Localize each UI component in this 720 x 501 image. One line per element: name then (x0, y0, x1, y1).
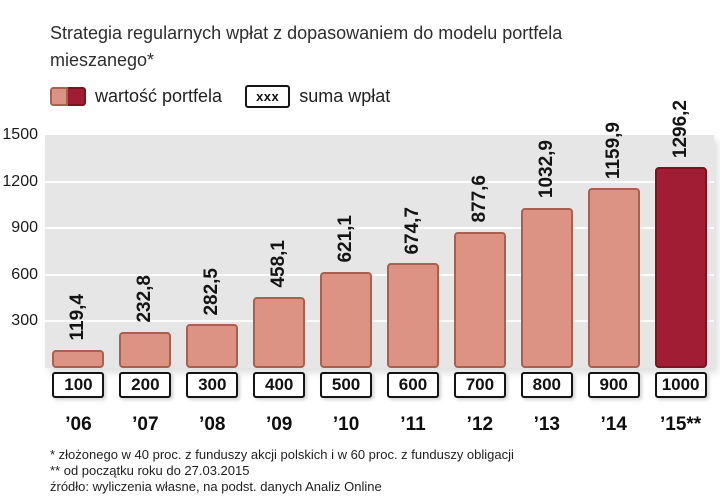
portfolio-value-swatch-icon (50, 87, 86, 106)
plot-area: 119,4 232,8 282,5 458,1 621,1 674,7 877,6 1032,… (45, 100, 714, 368)
bar-value-label: 1032,9 (535, 140, 557, 199)
payment-cell: 800 (513, 372, 580, 398)
bar (52, 349, 105, 368)
bar-column: 674,7 (380, 135, 447, 368)
payment-sum-box: 200 (119, 372, 172, 398)
y-tick-label: 1500 (2, 126, 38, 143)
light-bar-swatch-icon (50, 87, 68, 106)
bar-value-label: 877,6 (468, 175, 490, 223)
y-axis: 300 600 900 1200 1500 (0, 126, 40, 368)
bar-value-label: 621,1 (335, 214, 357, 263)
bar-value-label: 1296,2 (669, 99, 691, 158)
y-tick-label: 300 (11, 312, 38, 330)
year-label: ’10 (332, 414, 360, 435)
payment-cell: 300 (179, 372, 246, 398)
bar-column: 1032,9 (513, 135, 580, 368)
dark-bar-swatch-icon (68, 87, 86, 106)
year-label: ’06 (65, 414, 92, 435)
bar-value-label: 1159,9 (602, 121, 624, 179)
payment-sum-box: 600 (386, 372, 439, 398)
bar-column: 621,1 (313, 135, 380, 368)
gridline (45, 227, 714, 230)
bar-value-label: 458,1 (268, 240, 290, 288)
bar-column: 1159,9 (580, 122, 647, 368)
footnote-period: ** od początku roku do 27.03.2015 (50, 463, 250, 478)
payment-cell: 900 (580, 372, 647, 398)
legend: wartość portfela xxx suma wpłat (50, 85, 390, 108)
payment-sum-box: 700 (453, 372, 506, 398)
y-tick-label: 1200 (2, 172, 38, 190)
gridline (45, 273, 714, 276)
bar (453, 231, 506, 368)
year-label: ’11 (400, 414, 426, 435)
bar-highlighted (654, 166, 707, 368)
payment-sum-box: 800 (520, 372, 573, 398)
legend-portfolio-label: wartość portfela (95, 86, 223, 106)
year-label: ’09 (265, 414, 293, 435)
bar (186, 324, 239, 368)
bar-column: 458,1 (246, 135, 313, 368)
bar-value-label: 674,7 (401, 206, 423, 255)
x-axis: ’06 ’07 ’08 ’09 ’10 ’11 ’12 ’13 ’14 ’15** (45, 414, 714, 436)
year-label: ’14 (600, 414, 627, 435)
payment-cell: 400 (246, 372, 313, 398)
payment-cell: 600 (380, 372, 447, 398)
chart-title: Strategia regularnych wpłat z dopasowani… (50, 23, 563, 70)
bar-column: 282,5 (179, 135, 246, 368)
footnote-composition: * złożonego w 40 proc. z funduszy akcji … (50, 447, 514, 462)
legend-payments-label: suma wpłat (299, 86, 391, 106)
footnotes: * złożonego w 40 proc. z funduszy akcji … (50, 447, 514, 495)
payment-cell: 500 (313, 372, 380, 398)
year-label: ’13 (533, 414, 560, 435)
bar-column: 1296,2 (647, 100, 714, 368)
year-label: ’15** (660, 414, 702, 435)
payment-sum-box: 1000 (654, 372, 707, 398)
payments-row: 100 200 300 400 500 600 700 800 900 1000 (45, 372, 714, 398)
payments-sum-swatch-icon: xxx (245, 85, 291, 108)
bar-column: 119,4 (45, 135, 112, 368)
payment-sum-box: 400 (253, 372, 306, 398)
payment-sum-box: 300 (186, 372, 239, 398)
payment-cell: 200 (112, 372, 179, 398)
bar-column: 877,6 (446, 135, 513, 368)
bar-column: 232,8 (112, 135, 179, 368)
bar-chart: 300 600 900 1200 1500 119,4 232,8 282,5 458,1 62… (0, 100, 720, 368)
payment-cell: 1000 (647, 372, 714, 398)
bar (587, 187, 640, 368)
year-label: ’12 (466, 414, 494, 435)
gridline (45, 180, 714, 183)
year-label: ’08 (199, 414, 226, 435)
y-tick-label: 600 (11, 265, 38, 283)
year-label: ’07 (132, 414, 159, 435)
bar-value-label: 232,8 (134, 275, 156, 323)
bar-columns: 119,4 232,8 282,5 458,1 621,1 674,7 877,6 1032,… (45, 100, 714, 368)
payment-sum-box: 500 (320, 372, 373, 398)
bar (320, 271, 373, 368)
y-tick-label: 900 (11, 219, 38, 237)
bar-value-label: 282,5 (201, 267, 223, 316)
payment-cell: 100 (45, 372, 112, 398)
payment-sum-box: 100 (52, 372, 105, 398)
footnote-source: źródło: wyliczenia własne, na podst. dan… (50, 479, 382, 494)
bar (386, 263, 439, 368)
bar (253, 296, 306, 368)
bar-value-label: 119,4 (67, 294, 89, 341)
payment-cell: 700 (446, 372, 513, 398)
gridline (45, 320, 714, 323)
bar (520, 207, 573, 368)
bar (119, 331, 172, 368)
payment-sum-box: 900 (587, 372, 640, 398)
